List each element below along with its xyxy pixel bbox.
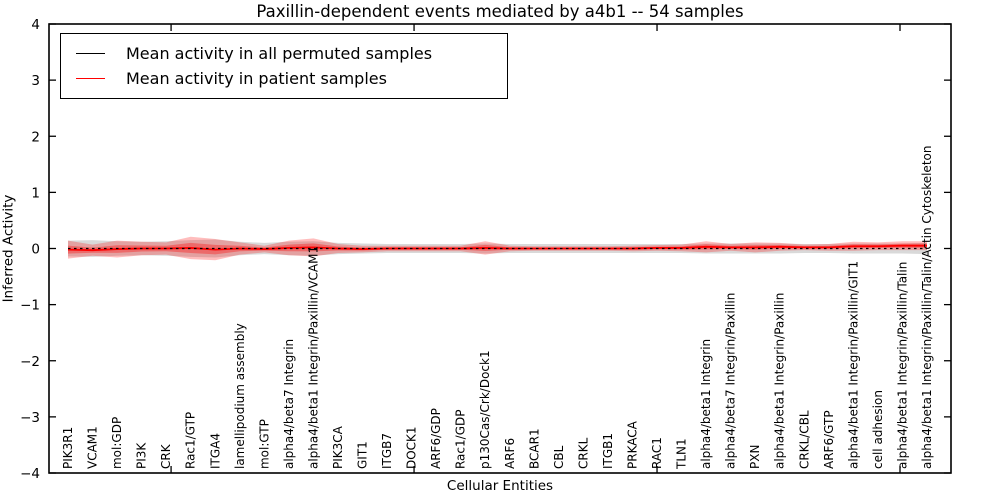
x-category-label: alpha4/beta1 Integrin/Paxillin/GIT1	[846, 261, 860, 469]
x-category-label: ITGB1	[601, 433, 615, 469]
chart-title: Paxillin-dependent events mediated by a4…	[256, 2, 744, 21]
y-tick-label: 3	[31, 73, 40, 89]
x-category-label: ITGB7	[380, 433, 394, 469]
permuted-line-swatch	[76, 53, 105, 54]
x-category-label: mol:GTP	[257, 419, 271, 469]
legend-entry-permuted: Mean activity in all permuted samples	[76, 43, 507, 63]
x-category-label: PI3K	[135, 442, 149, 469]
x-category-label: VCAM1	[86, 426, 100, 469]
x-category-label: GIT1	[356, 441, 370, 469]
y-tick-label: −2	[20, 354, 40, 370]
legend-label-patient: Mean activity in patient samples	[126, 68, 387, 88]
y-tick-label: 0	[31, 242, 40, 258]
x-category-label: alpha4/beta7 Integrin	[282, 339, 296, 469]
x-category-label: DOCK1	[405, 426, 419, 469]
x-axis-label: Cellular Entities	[446, 478, 554, 494]
x-category-label: alpha4/beta7 Integrin/Paxillin	[724, 293, 738, 469]
x-category-label: Rac1/GDP	[454, 410, 468, 469]
x-category-label: TLN1	[675, 438, 689, 470]
x-category-label: CRKL/CBL	[797, 410, 811, 469]
x-category-label: CBL	[552, 445, 566, 469]
x-category-label: alpha4/beta1 Integrin/Paxillin/Talin/Act…	[920, 146, 934, 469]
x-category-label: Rac1/GTP	[184, 412, 198, 469]
x-category-label: cell adhesion	[871, 390, 885, 469]
x-category-label: lamellipodium assembly	[233, 323, 247, 469]
x-category-label: alpha4/beta1 Integrin/Paxillin/VCAM1	[306, 246, 320, 469]
legend-label-permuted: Mean activity in all permuted samples	[126, 43, 433, 63]
patient-line-swatch	[76, 78, 105, 79]
x-category-label: ARF6/GDP	[429, 408, 443, 469]
y-tick-label: 4	[31, 17, 40, 33]
y-tick-label: 1	[31, 185, 40, 201]
x-category-label: ITGA4	[208, 433, 222, 469]
x-category-label: alpha4/beta1 Integrin	[699, 339, 713, 469]
x-category-label: PXN	[748, 445, 762, 469]
x-category-label: ARF6	[503, 438, 517, 469]
x-category-label: ARF6/GTP	[822, 410, 836, 469]
x-category-label: alpha4/beta1 Integrin/Paxillin/Talin	[895, 262, 909, 469]
x-category-label: BCAR1	[527, 428, 541, 469]
y-tick-label: −1	[20, 298, 40, 314]
x-category-label: PIK3R1	[61, 427, 75, 469]
x-category-label: CRK	[159, 443, 173, 469]
x-category-label: p130Cas/Crk/Dock1	[478, 350, 492, 469]
y-axis-label: Inferred Activity	[0, 194, 17, 303]
y-tick-label: −4	[20, 466, 40, 482]
x-category-label: PRKACA	[625, 420, 639, 469]
x-category-label: RAC1	[650, 437, 664, 469]
x-category-label: PIK3CA	[331, 425, 345, 469]
legend-entry-patient: Mean activity in patient samples	[76, 68, 507, 88]
y-tick-label: 2	[31, 129, 40, 145]
x-category-label: alpha4/beta1 Integrin/Paxillin	[773, 293, 787, 469]
legend-box: Mean activity in all permuted samples Me…	[60, 33, 508, 99]
x-category-label: CRKL	[576, 437, 590, 469]
x-category-label: mol:GDP	[110, 417, 124, 469]
patient-mean-line	[67, 244, 927, 252]
y-tick-label: −3	[20, 410, 40, 426]
